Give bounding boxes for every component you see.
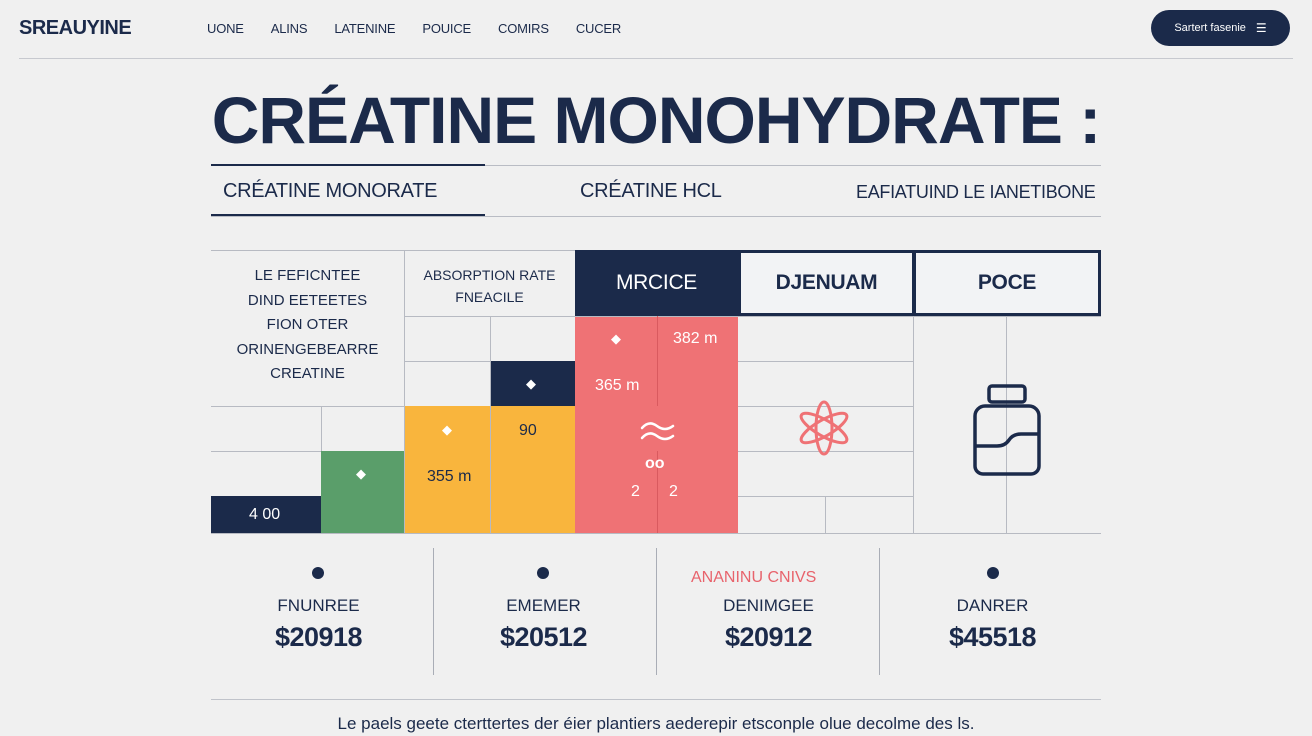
description-line: LE FEFICNTEE <box>254 267 361 284</box>
grid-line <box>321 406 322 451</box>
card-divider <box>433 548 434 675</box>
description-line: DIND EETEETES <box>247 291 368 309</box>
diamond-marker: ◆ <box>442 422 452 437</box>
value-navy-bottom: 4 00 <box>249 506 281 523</box>
value-red-figure-2: 2 <box>631 483 640 500</box>
footer-text: Le paels geete cterttertes der éier plan… <box>337 714 975 733</box>
card-highlight-note: ANANINU CNIVS <box>691 569 817 586</box>
grid-line <box>738 406 913 407</box>
column-header-2[interactable]: DJENUAM <box>738 250 914 316</box>
column-header-1[interactable]: MRCICE <box>575 250 738 316</box>
card-dot <box>537 567 549 579</box>
navy-block-upper <box>490 361 575 406</box>
value-red-mid: 365 m <box>595 377 640 394</box>
grid-line <box>913 316 914 533</box>
table-description: LE FEFICNTEE DIND EETEETES FION OTER ORI… <box>211 264 404 387</box>
tab-active-top-indicator <box>211 164 485 166</box>
grid-line <box>404 250 405 533</box>
card-divider <box>656 548 657 675</box>
brand-logo[interactable]: SREAUYINE <box>19 17 132 39</box>
nav-item-4[interactable]: POUICE <box>422 21 472 36</box>
page-title: CRÉATINE MONOHYDRATE : <box>211 83 1102 157</box>
grid-line <box>657 316 658 406</box>
molecule-icon <box>799 400 849 456</box>
diamond-marker: ◆ <box>356 466 366 481</box>
card-price: $20918 <box>274 622 363 652</box>
main-nav: UONE ALINS LATENINE POUICE COMIRS CUCER <box>207 21 648 36</box>
tab-active-indicator <box>211 214 485 217</box>
menu-lines-icon: ☰ <box>1255 21 1267 35</box>
card-dot <box>987 567 999 579</box>
value-red-top: 382 m <box>673 330 718 347</box>
supplement-jar-icon <box>973 384 1041 476</box>
grid-line <box>211 406 404 407</box>
grid-line <box>1006 316 1007 533</box>
value-orange-bottom: 355 m <box>427 468 472 485</box>
absorption-header-line: FNEACILE <box>455 289 524 305</box>
tab-third[interactable]: EAFIATUIND LE IANETIBONE <box>856 182 1096 202</box>
absorption-header-line: ABSORPTION RATE <box>423 267 556 283</box>
header-divider <box>19 58 1293 59</box>
absorption-rate-header: ABSORPTION RATE FNEACILE <box>404 264 575 308</box>
value-red-figure-3: 2 <box>669 483 678 500</box>
tab-creatine-monorate[interactable]: CRÉATINE MONORATE <box>223 180 438 202</box>
grid-line <box>404 361 490 362</box>
wave-icon <box>640 422 675 441</box>
grid-line <box>211 250 575 251</box>
diamond-marker: ◆ <box>526 376 536 391</box>
grid-line <box>211 533 1101 534</box>
orange-block <box>404 406 575 533</box>
cta-label: Sartert fasenie <box>1174 22 1246 34</box>
nav-item-1[interactable]: UONE <box>207 21 244 36</box>
value-orange-top: 90 <box>519 422 537 439</box>
footer-divider <box>211 699 1101 700</box>
description-line: ORINENGEBEARRE <box>236 340 379 358</box>
value-red-figure-1: oo <box>645 455 665 472</box>
nav-item-2[interactable]: ALINS <box>270 21 308 36</box>
comparison-grid: LE FEFICNTEE DIND EETEETES FION OTER ORI… <box>211 250 1101 534</box>
grid-line <box>404 316 1101 317</box>
navy-block-lower <box>211 496 321 533</box>
grid-line <box>738 451 913 452</box>
grid-line <box>657 451 658 533</box>
tab-creatine-hcl[interactable]: CRÉATINE HCL <box>580 180 722 202</box>
card-name: DENIMGEE <box>723 596 814 615</box>
nav-item-5[interactable]: COMIRS <box>498 21 549 36</box>
column-header-3[interactable]: POCE <box>913 250 1101 316</box>
card-divider <box>879 548 880 675</box>
card-price: $20512 <box>499 622 588 652</box>
green-block <box>321 451 404 533</box>
card-name: EMEMER <box>506 596 581 615</box>
card-name: DANRER <box>956 596 1029 615</box>
top-bar: SREAUYINE UONE ALINS LATENINE POUICE COM… <box>0 0 1312 58</box>
nav-item-6[interactable]: CUCER <box>575 21 622 36</box>
card-name: FNUNREE <box>277 596 360 615</box>
nav-item-3[interactable]: LATENINE <box>334 21 396 36</box>
card-dot <box>312 567 324 579</box>
card-price: $45518 <box>948 622 1037 652</box>
grid-line <box>825 496 826 533</box>
description-line: CREATINE <box>270 365 345 382</box>
grid-line <box>738 361 913 362</box>
grid-line <box>211 451 321 452</box>
description-line: FION OTER <box>266 316 349 333</box>
card-price: $20912 <box>724 622 813 652</box>
tabs-top-divider <box>211 165 1101 166</box>
grid-line <box>490 316 491 533</box>
cta-button[interactable]: Sartert fasenie ☰ <box>1151 10 1290 46</box>
diamond-marker: ◆ <box>611 331 621 346</box>
tabs-bottom-divider <box>211 216 1101 217</box>
